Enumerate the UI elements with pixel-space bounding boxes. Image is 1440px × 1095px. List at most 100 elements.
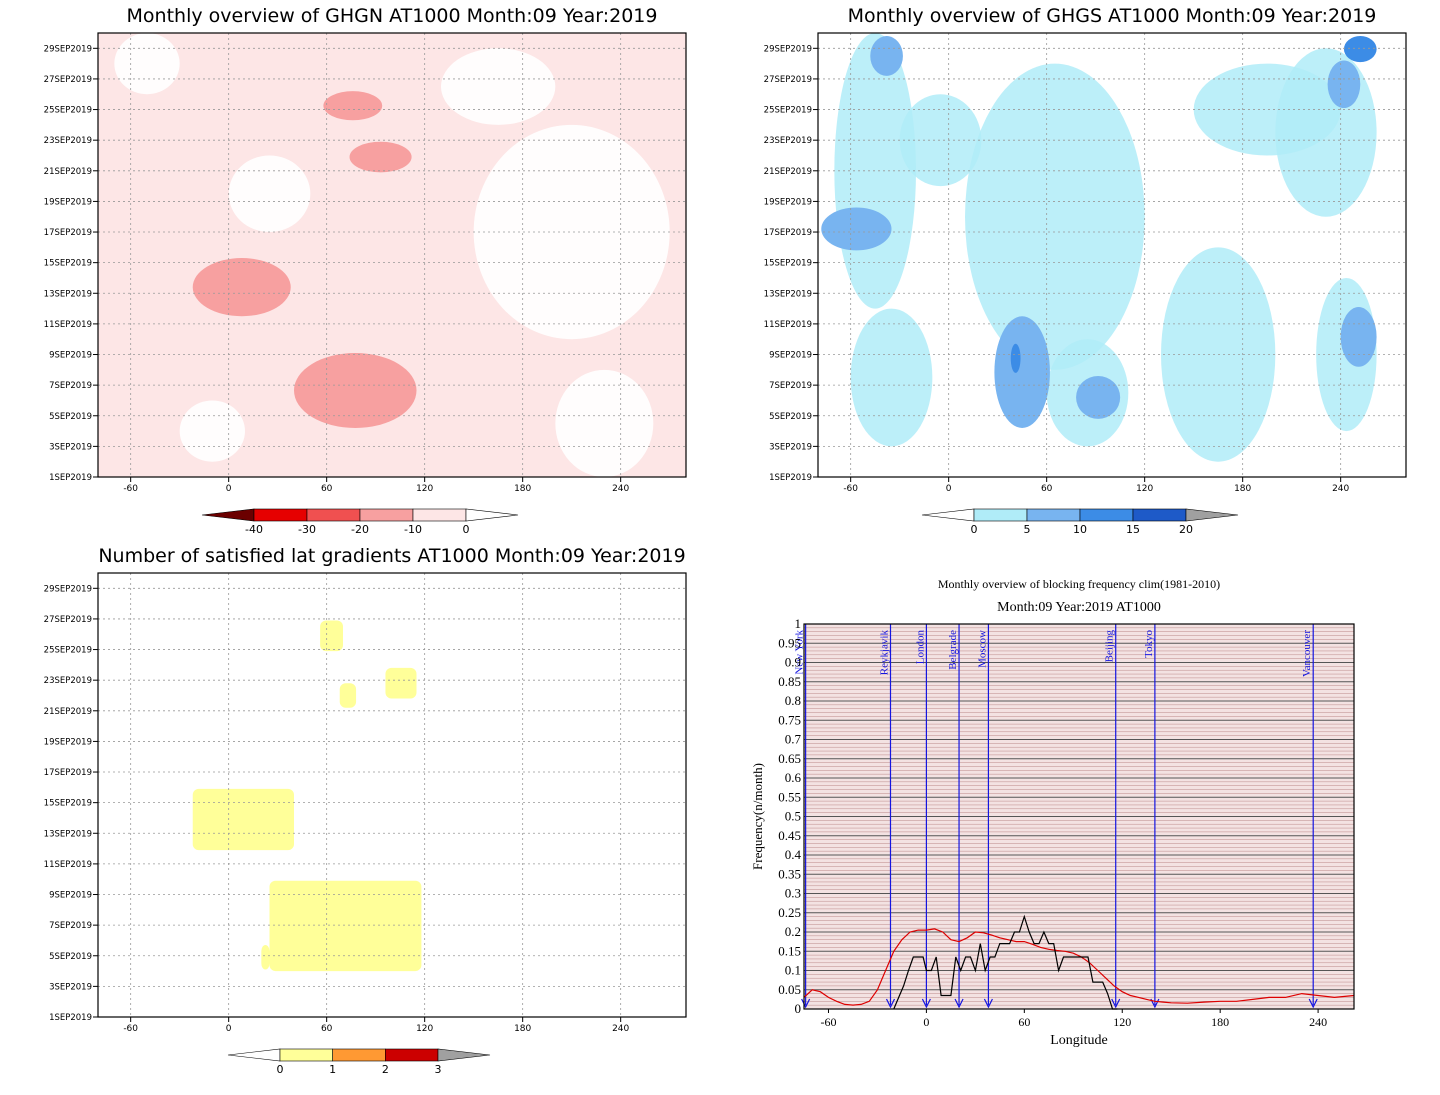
colorbar-label: -20 [351, 523, 369, 536]
x-tick-label: -60 [843, 484, 858, 494]
y-tick-label: 0.95 [778, 635, 801, 650]
y-axis-label: Frequency(n/month) [750, 763, 765, 870]
y-tick-label: 9SEP2019 [769, 351, 812, 361]
contour-region [1076, 375, 1121, 419]
y-tick-label: 0.55 [778, 789, 801, 804]
lat-gradients-chart: Number of satisfied lat gradients AT1000… [44, 545, 687, 1076]
chart-title: Number of satisfied lat gradients AT1000… [98, 545, 685, 567]
y-tick-label: 0.25 [778, 905, 801, 920]
colorbar-segment [1026, 508, 1081, 522]
y-tick-label: 0.2 [785, 924, 801, 939]
x-tick-label: 60 [1018, 1015, 1030, 1029]
y-tick-label: 25SEP2019 [764, 106, 812, 116]
colorbar-label: 0 [463, 523, 470, 536]
city-label: London [914, 630, 926, 665]
city-marker-arrow [1308, 998, 1318, 1009]
colorbar-label: 0 [971, 523, 978, 536]
y-tick-label: 23SEP2019 [764, 136, 812, 146]
contour-region [339, 683, 357, 708]
y-tick-label: 0.5 [785, 809, 801, 824]
contour-region-white [555, 369, 654, 477]
y-tick-label: 11SEP2019 [44, 320, 92, 330]
colorbar-label: 2 [382, 1063, 389, 1076]
y-tick-label: 15SEP2019 [764, 259, 812, 269]
contour-region [1343, 36, 1377, 63]
y-tick-label: 25SEP2019 [44, 106, 92, 116]
y-tick-label: 0 [795, 1001, 802, 1016]
x-tick-label: 120 [416, 484, 433, 494]
contour-region [870, 36, 903, 76]
y-tick-label: 0.3 [785, 886, 801, 901]
y-tick-label: 7SEP2019 [769, 381, 812, 391]
city-label: Belgrade [947, 630, 959, 670]
panel-ghgn: Monthly overview of GHGN AT1000 Month:09… [0, 0, 720, 544]
y-tick-label: 29SEP2019 [44, 584, 92, 594]
colorbar-segment [1079, 508, 1134, 522]
ghgs-chart: Monthly overview of GHGS AT1000 Month:09… [764, 5, 1407, 536]
y-tick-label: 29SEP2019 [44, 44, 92, 54]
y-tick-label: 17SEP2019 [44, 768, 92, 778]
contour-region-white [441, 48, 556, 125]
x-tick-label: -60 [123, 1024, 138, 1034]
x-tick-label: 180 [1234, 484, 1251, 494]
x-tick-label: 120 [1136, 484, 1153, 494]
contour-region [192, 788, 294, 851]
x-tick-label: 0 [946, 484, 952, 494]
city-marker-arrow [885, 998, 896, 1009]
x-tick-label: 0 [226, 1024, 232, 1034]
y-tick-label: 21SEP2019 [764, 167, 812, 177]
y-tick-label: 0.7 [785, 732, 802, 747]
colorbar-end-right [465, 508, 519, 522]
x-tick-label: 0 [923, 1015, 929, 1029]
colorbar-label: 0 [277, 1063, 284, 1076]
chart-title: Monthly overview of GHGN AT1000 Month:09… [127, 5, 658, 27]
colorbar-segment [412, 508, 467, 522]
y-tick-label: 0.8 [785, 693, 801, 708]
x-tick-label: 0 [226, 484, 232, 494]
contour-region [294, 352, 417, 429]
y-tick-label: 1SEP2019 [49, 473, 92, 483]
y-tick-label: 13SEP2019 [44, 289, 92, 299]
observed-line [893, 914, 1118, 1010]
y-tick-label: 11SEP2019 [44, 860, 92, 870]
y-tick-label: 15SEP2019 [44, 259, 92, 269]
city-marker-arrow [921, 998, 931, 1009]
city-label: Reykjavik [878, 630, 890, 676]
contour-region [349, 141, 412, 173]
y-tick-label: 17SEP2019 [44, 228, 92, 238]
y-tick-label: 1SEP2019 [49, 1013, 92, 1023]
y-tick-label: 9SEP2019 [49, 891, 92, 901]
colorbar-label: 20 [1179, 523, 1193, 536]
city-marker-arrow [954, 998, 964, 1009]
y-tick-label: 0.45 [778, 828, 801, 843]
y-tick-label: 11SEP2019 [764, 320, 812, 330]
plot-frame [817, 32, 1407, 478]
y-tick-label: 3SEP2019 [49, 982, 92, 992]
y-tick-label: 1SEP2019 [769, 473, 812, 483]
contour-region [385, 667, 417, 699]
y-tick-label: 27SEP2019 [764, 75, 812, 85]
y-tick-label: 7SEP2019 [49, 381, 92, 391]
city-label: Beijing [1104, 630, 1116, 663]
colorbar-segment [359, 508, 414, 522]
x-tick-label: 240 [1309, 1015, 1327, 1029]
x-tick-label: 120 [416, 1024, 433, 1034]
y-tick-label: 5SEP2019 [49, 412, 92, 422]
y-tick-label: 0.85 [778, 674, 801, 689]
y-tick-label: 5SEP2019 [769, 412, 812, 422]
city-marker-arrow [1111, 998, 1121, 1009]
x-tick-label: 60 [321, 484, 333, 494]
contour-region [994, 316, 1050, 429]
x-tick-label: 180 [514, 1024, 531, 1034]
y-tick-label: 17SEP2019 [764, 228, 812, 238]
colorbar-segment [973, 508, 1028, 522]
ghgn-chart: Monthly overview of GHGN AT1000 Month:09… [44, 5, 687, 536]
x-tick-label: 240 [612, 1024, 629, 1034]
chart-title: Monthly overview of blocking frequency c… [938, 577, 1220, 591]
y-tick-label: 25SEP2019 [44, 646, 92, 656]
contour-region [1010, 343, 1021, 373]
panel-blocking-frequency: Monthly overview of blocking frequency c… [720, 540, 1440, 1095]
colorbar-segment [385, 1048, 439, 1062]
colorbar-label: -30 [298, 523, 316, 536]
colorbar-label: 5 [1024, 523, 1031, 536]
